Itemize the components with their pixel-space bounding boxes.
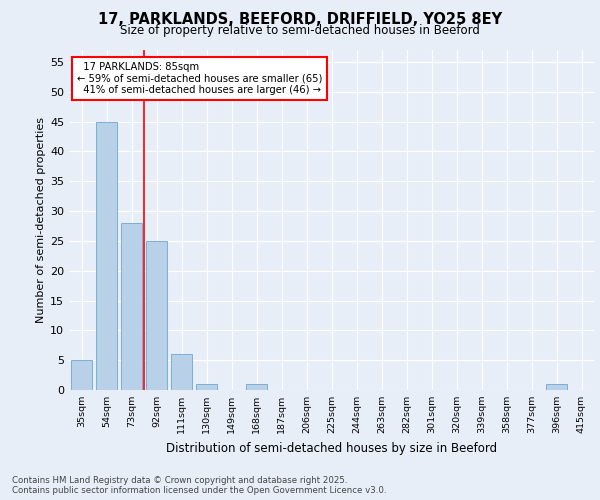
Text: 17, PARKLANDS, BEEFORD, DRIFFIELD, YO25 8EY: 17, PARKLANDS, BEEFORD, DRIFFIELD, YO25 … bbox=[98, 12, 502, 28]
Bar bbox=[546, 384, 567, 390]
Bar bbox=[171, 354, 192, 390]
Bar bbox=[146, 241, 167, 390]
Text: 17 PARKLANDS: 85sqm
← 59% of semi-detached houses are smaller (65)
  41% of semi: 17 PARKLANDS: 85sqm ← 59% of semi-detach… bbox=[77, 62, 322, 95]
Y-axis label: Number of semi-detached properties: Number of semi-detached properties bbox=[36, 117, 46, 323]
Bar bbox=[71, 360, 92, 390]
Bar bbox=[121, 223, 142, 390]
Bar bbox=[96, 122, 117, 390]
Bar bbox=[246, 384, 267, 390]
X-axis label: Distribution of semi-detached houses by size in Beeford: Distribution of semi-detached houses by … bbox=[166, 442, 497, 454]
Text: Size of property relative to semi-detached houses in Beeford: Size of property relative to semi-detach… bbox=[120, 24, 480, 37]
Text: Contains HM Land Registry data © Crown copyright and database right 2025.: Contains HM Land Registry data © Crown c… bbox=[12, 476, 347, 485]
Bar bbox=[196, 384, 217, 390]
Text: Contains public sector information licensed under the Open Government Licence v3: Contains public sector information licen… bbox=[12, 486, 386, 495]
